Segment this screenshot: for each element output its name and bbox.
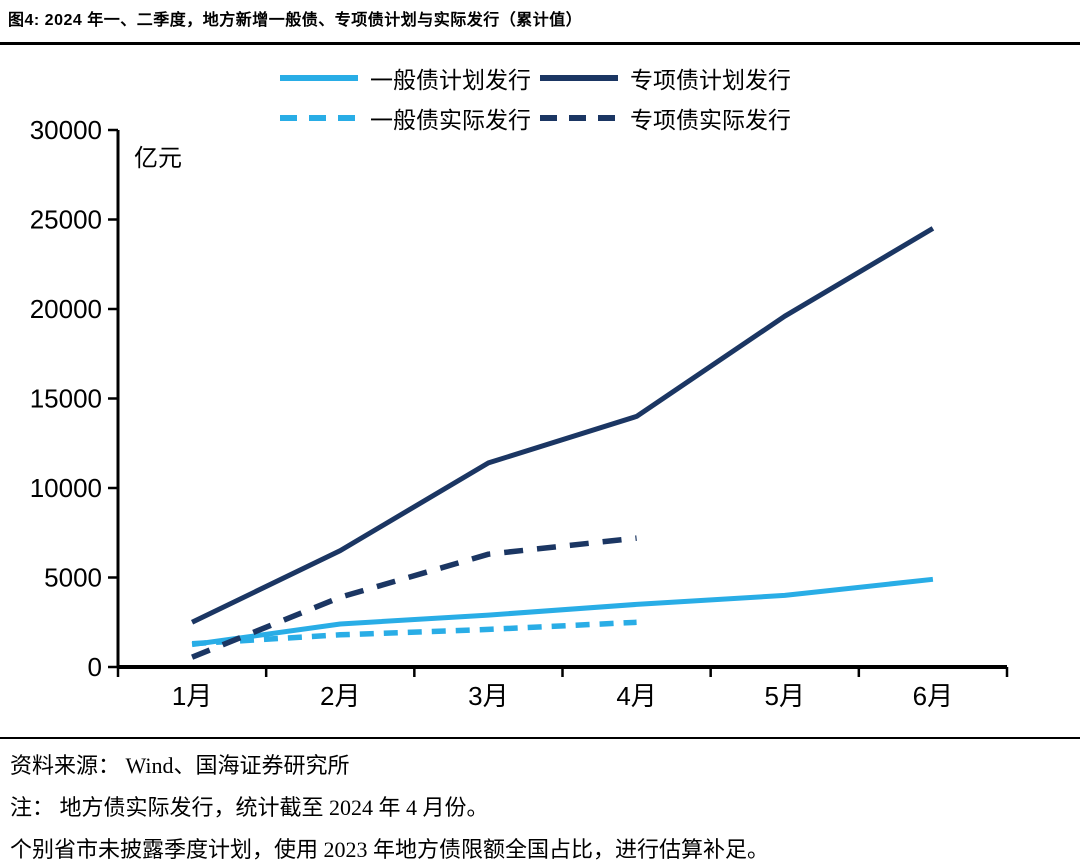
legend-label-general-actual: 一般债实际发行	[370, 108, 531, 133]
y-axis-tick-label: 30000	[30, 120, 102, 145]
legend-item-special-planned: 专项债计划发行	[540, 61, 800, 95]
y-axis-tick-label: 20000	[30, 294, 102, 324]
title-divider	[0, 42, 1080, 45]
series-line-1	[190, 226, 935, 625]
source-note: 资料来源： Wind、国海证券研究所	[10, 753, 350, 778]
x-axis-tick-label: 6月	[913, 681, 953, 711]
legend-label-special-actual: 专项债实际发行	[630, 108, 791, 133]
series-line-0	[191, 576, 934, 648]
legend-item-general-actual: 一般债实际发行	[280, 101, 540, 135]
y-axis-tick-label: 15000	[30, 384, 102, 414]
legend-label-special-planned: 专项债计划发行	[630, 68, 791, 93]
line-chart: 0 5000 10000 15000 20000 25000 30000 1月 2月 3月 4月 5月…	[0, 115, 1080, 720]
y-axis-tick-label: 25000	[30, 205, 102, 235]
x-axis-tick-label: 2月	[320, 681, 360, 711]
dashed-line-swatch-cyan	[280, 115, 358, 121]
series-line-2	[191, 619, 637, 647]
y-axis-tick-label: 10000	[30, 473, 102, 503]
dashed-line-swatch-navy	[540, 115, 618, 121]
legend-row-2: 一般债实际发行 专项债实际发行	[0, 98, 1080, 138]
series-line-3	[191, 535, 637, 660]
legend-label-general-planned: 一般债计划发行	[370, 68, 531, 93]
legend-row-1: 一般债计划发行 专项债计划发行	[0, 58, 1080, 98]
y-axis-tick-label: 5000	[44, 563, 102, 593]
y-axis-tick-label: 0	[88, 652, 102, 682]
solid-line-swatch-navy	[540, 75, 618, 81]
footnote-1: 注： 地方债实际发行，统计截至 2024 年 4 月份。	[10, 795, 489, 820]
footer-divider	[0, 737, 1080, 739]
x-axis-tick-label: 3月	[468, 681, 508, 711]
page-title: 图4: 2024 年一、二季度，地方新增一般债、专项债计划与实际发行（累计值）	[8, 12, 583, 29]
chart-legend: 一般债计划发行 专项债计划发行 一般债实际发行 专项债实际发行	[0, 58, 1080, 138]
footnote-2: 个别省市未披露季度计划，使用 2023 年地方债限额全国占比，进行估算补足。	[10, 837, 770, 862]
legend-item-special-actual: 专项债实际发行	[540, 101, 800, 135]
legend-item-general-planned: 一般债计划发行	[280, 61, 540, 95]
y-axis-unit-label: 亿元	[134, 145, 182, 172]
solid-line-swatch-cyan	[280, 75, 358, 81]
x-axis-tick-label: 1月	[172, 681, 212, 711]
x-axis-tick-label: 4月	[616, 681, 656, 711]
x-axis-tick-label: 5月	[765, 681, 805, 711]
